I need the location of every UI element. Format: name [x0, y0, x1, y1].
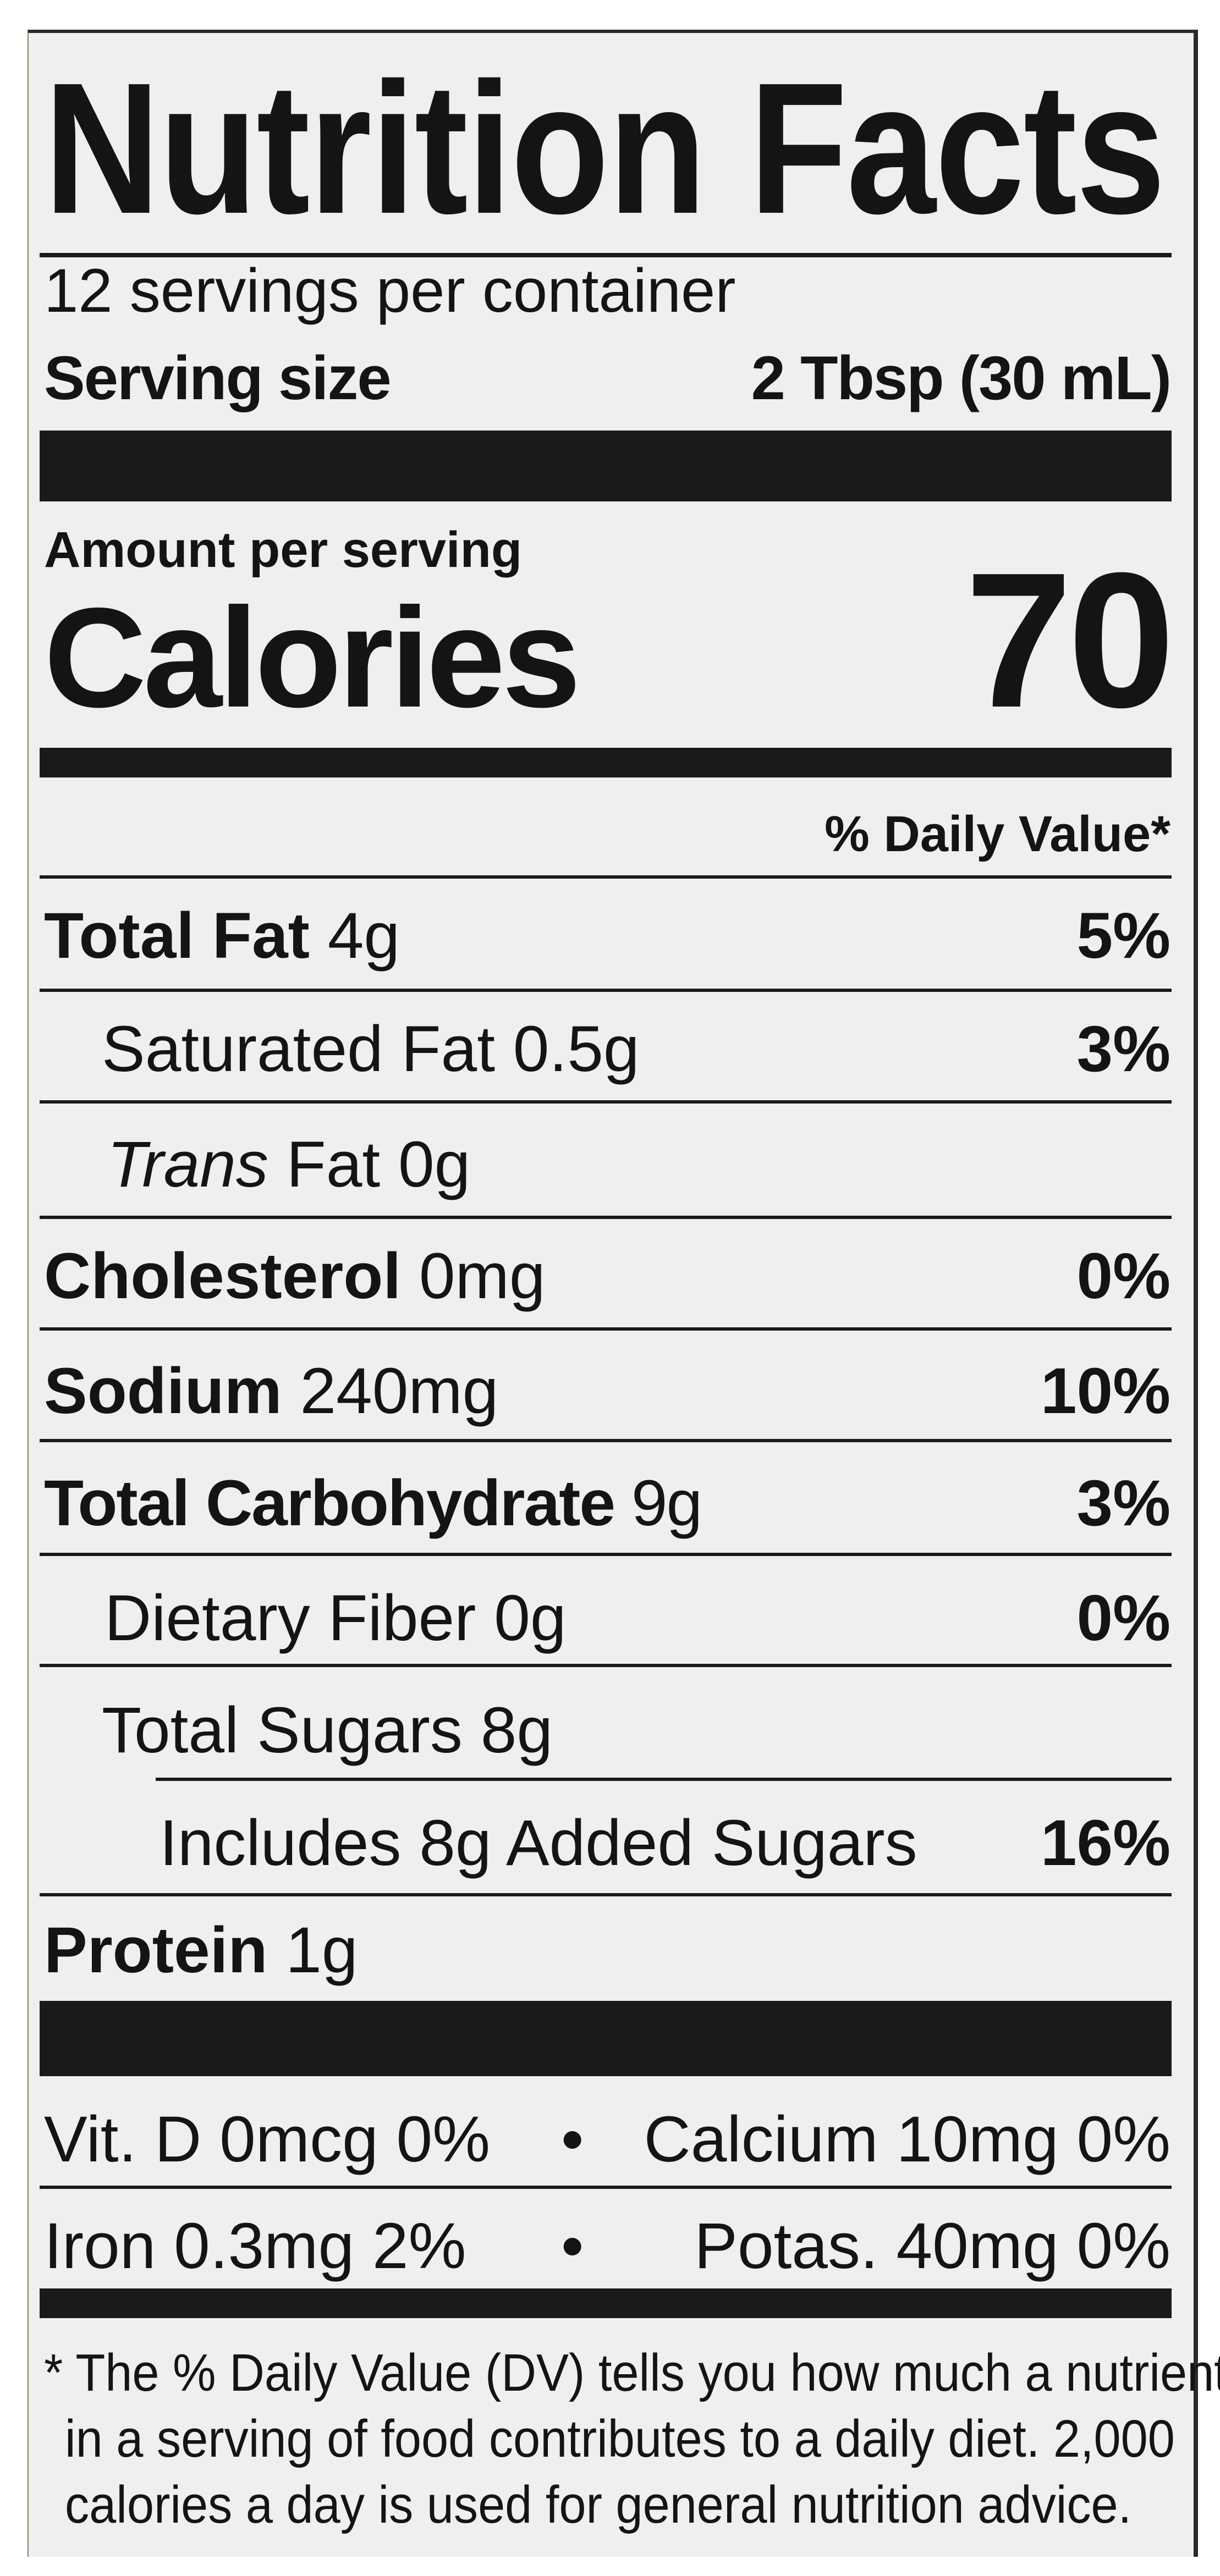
- serving-size-label: Serving size: [44, 344, 392, 412]
- nutrient-protein: Protein 1g: [44, 1914, 358, 1987]
- divider: [40, 1553, 1172, 1556]
- nutrient-total-fat: Total Fat 4g: [44, 900, 400, 972]
- nutrient-sodium: Sodium 240mg: [44, 1355, 499, 1427]
- medium-divider: [40, 748, 1172, 777]
- dv-added-sugars: 16%: [1040, 1807, 1170, 1879]
- divider: [40, 1216, 1172, 1219]
- divider: [40, 1439, 1172, 1442]
- footnote-line: calories a day is used for general nutri…: [65, 2475, 1132, 2534]
- dv-sodium: 10%: [1040, 1355, 1170, 1427]
- potassium: Potas. 40mg 0%: [694, 2210, 1170, 2282]
- nutrient-total-carbohydrate: Total Carbohydrate 9g: [44, 1467, 702, 1540]
- serving-size-value: 2 Tbsp (30 mL): [751, 344, 1172, 412]
- calories-value: 70: [965, 533, 1175, 748]
- divider-indented: [156, 1778, 1172, 1781]
- footnote-line: in a serving of food contributes to a da…: [65, 2409, 1175, 2468]
- divider: [40, 1893, 1172, 1896]
- divider: [40, 2186, 1172, 2189]
- dv-dietary-fiber: 0%: [1076, 1582, 1170, 1654]
- calcium: Calcium 10mg 0%: [644, 2103, 1170, 2176]
- vitamin-d: Vit. D 0mcg 0%: [44, 2103, 491, 2176]
- divider: [40, 1664, 1172, 1667]
- thick-divider: [40, 431, 1172, 501]
- nutrient-trans-fat: Trans Fat 0g: [107, 1128, 471, 1201]
- divider: [40, 875, 1172, 879]
- nutrient-dietary-fiber: Dietary Fiber 0g: [105, 1582, 567, 1654]
- nutrient-added-sugars: Includes 8g Added Sugars: [160, 1807, 917, 1879]
- divider: [40, 253, 1172, 257]
- bullet: •: [561, 2103, 584, 2176]
- medium-divider: [40, 2288, 1172, 2318]
- label-title: Nutrition Facts: [44, 44, 1166, 253]
- nutrient-saturated-fat: Saturated Fat 0.5g: [102, 1013, 640, 1085]
- divider: [40, 1327, 1172, 1331]
- dv-saturated-fat: 3%: [1076, 1013, 1170, 1085]
- amount-per-serving: Amount per serving: [44, 522, 523, 578]
- calories-label: Calories: [44, 578, 581, 737]
- divider: [40, 989, 1172, 992]
- daily-value-header: % Daily Value*: [825, 806, 1170, 862]
- nutrient-total-sugars: Total Sugars 8g: [102, 1694, 553, 1767]
- bullet: •: [561, 2210, 584, 2282]
- servings-per-container: 12 servings per container: [44, 256, 736, 325]
- dv-total-fat: 5%: [1076, 900, 1170, 972]
- nutrient-cholesterol: Cholesterol 0mg: [44, 1240, 546, 1312]
- dv-cholesterol: 0%: [1076, 1240, 1170, 1312]
- iron: Iron 0.3mg 2%: [44, 2210, 466, 2282]
- footnote-line: * The % Daily Value (DV) tells you how m…: [44, 2343, 1220, 2402]
- thick-divider: [40, 2001, 1172, 2076]
- divider: [40, 1100, 1172, 1104]
- dv-total-carbohydrate: 3%: [1076, 1467, 1170, 1540]
